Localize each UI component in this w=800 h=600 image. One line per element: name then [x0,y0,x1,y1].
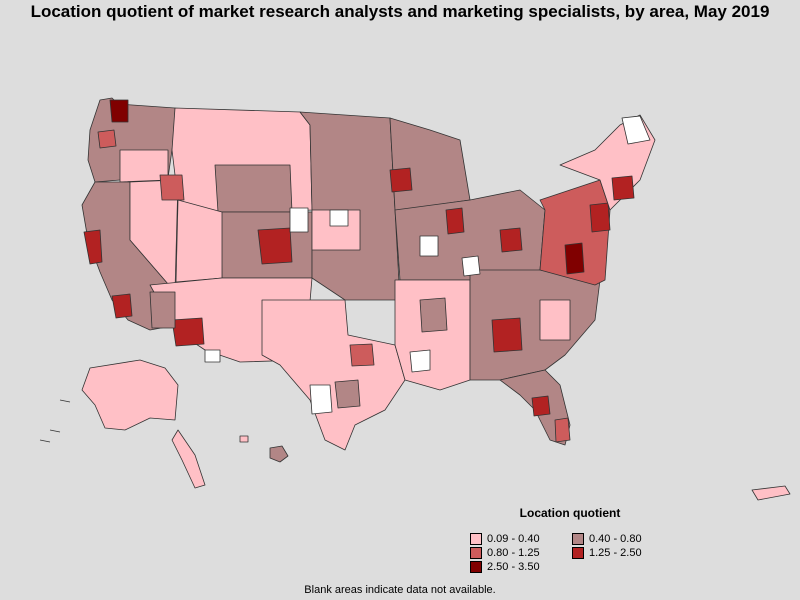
region-alaska-panhandle [171,429,206,489]
region-chicago [445,207,465,235]
region-upper-midwest [389,117,471,211]
legend-title: Location quotient [519,506,621,520]
region-southeast [469,269,601,381]
region-southeast-light [539,299,571,341]
region-portland [97,129,117,149]
region-minneapolis [389,167,413,193]
region-wyoming [214,164,293,213]
legend-item: 0.80 - 1.25 [470,546,572,559]
region-blank-mississippi [409,349,431,373]
region-dc [564,242,585,275]
region-sf-bay [83,229,103,265]
region-hawaii-small [239,435,249,443]
legend-item: 0.40 - 0.80 [572,532,672,545]
region-alaska-islands [39,399,71,443]
footnote: Blank areas indicate data not available. [304,584,496,596]
region-blank-az [204,349,221,363]
region-blank-indiana [419,235,439,257]
region-great-plains [299,111,401,301]
region-blank-sd [329,209,349,227]
region-tampa [531,395,551,417]
region-blank-kentucky [461,255,481,277]
legend-item: 0.09 - 0.40 [470,532,572,545]
region-columbus [499,227,523,253]
legend-swatch [470,546,482,559]
region-hawaii [269,445,289,463]
legend-label: 1.25 - 2.50 [589,546,642,559]
region-south-central-mixed [419,297,448,333]
region-alaska [81,359,179,431]
legend-label: 2.50 - 3.50 [487,560,540,573]
region-maine-north [621,115,651,145]
legend-label: 0.40 - 0.80 [589,532,642,545]
legend-label: 0.80 - 1.25 [487,546,540,559]
region-boston [611,175,635,201]
legend-swatch [470,560,482,573]
region-los-angeles [111,293,133,319]
map-title: Location quotient of market research ana… [30,2,770,21]
region-puerto-rico [751,485,791,501]
legend-swatch [572,532,584,545]
region-phoenix [171,317,205,347]
legend: Location quotient 0.09 - 0.40 0.40 - 0.8… [470,506,670,573]
region-tucson [149,291,176,329]
region-south-central [394,279,471,391]
legend-swatch [572,546,584,559]
region-miami [554,417,571,443]
region-utah [175,199,223,283]
legend-grid: 0.09 - 0.40 0.40 - 0.80 0.80 - 1.25 1.25… [470,532,670,573]
region-blank-texas [309,384,333,415]
legend-item: 1.25 - 2.50 [572,546,672,559]
legend-item: 2.50 - 3.50 [470,560,572,573]
legend-label: 0.09 - 0.40 [487,532,540,545]
region-blank-wyoming [289,207,309,233]
region-salt-lake [159,174,185,201]
region-seattle [109,99,129,123]
region-nyc [589,202,611,233]
region-dallas [349,343,375,367]
legend-swatch [470,532,482,545]
region-texas [261,299,406,451]
region-denver [257,227,293,265]
region-atlanta [491,317,523,353]
region-austin [334,379,361,409]
